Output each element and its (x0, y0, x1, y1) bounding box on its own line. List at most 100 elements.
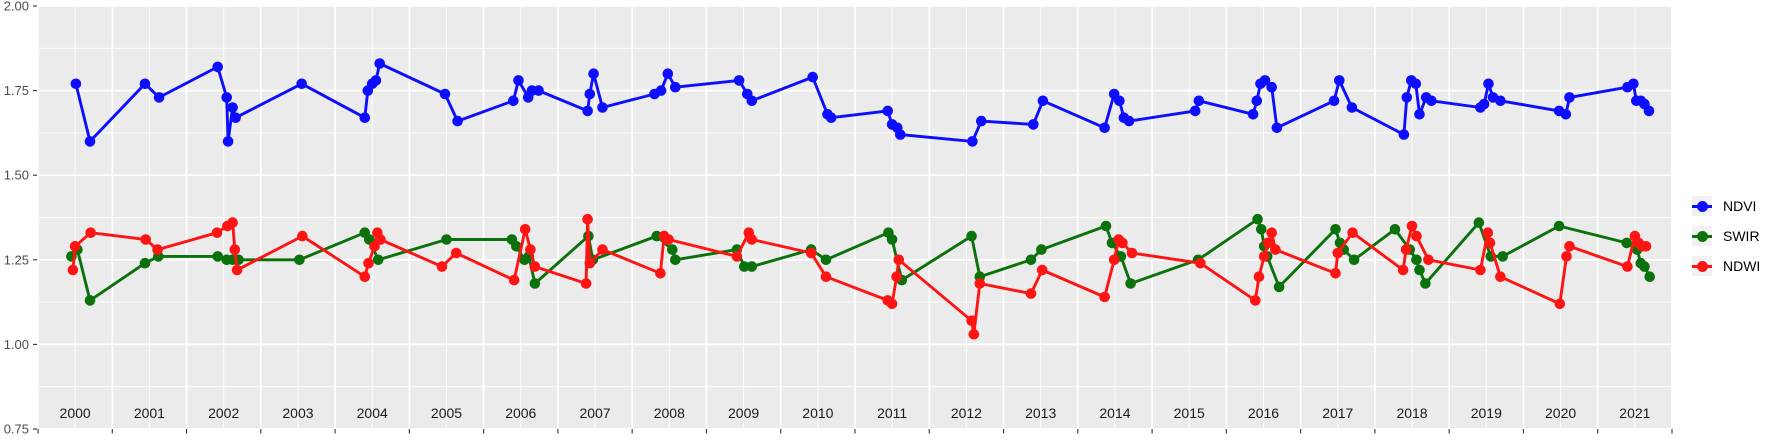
data-point (1271, 122, 1283, 134)
data-point (651, 230, 662, 242)
data-point (1258, 251, 1270, 262)
data-point (441, 234, 452, 245)
data-point (374, 58, 386, 69)
data-point (363, 257, 374, 269)
data-point (1346, 102, 1358, 113)
data-point (221, 92, 232, 103)
data-point (212, 251, 223, 262)
year-label: 2012 (951, 405, 982, 421)
data-point (655, 268, 666, 279)
data-point (739, 261, 750, 272)
year-label: 2016 (1248, 405, 1279, 421)
data-point (140, 234, 151, 245)
data-point (1475, 264, 1486, 276)
data-point (1411, 230, 1422, 242)
data-point (1025, 254, 1037, 266)
data-point (597, 244, 608, 255)
data-point (663, 234, 674, 245)
data-point (1247, 109, 1259, 120)
data-point (69, 241, 81, 252)
data-point (670, 81, 681, 93)
data-point (211, 227, 223, 238)
data-point (1250, 295, 1261, 306)
year-label: 2003 (282, 405, 313, 421)
data-point (582, 213, 593, 225)
data-point (1423, 254, 1434, 266)
y-tick-label: 2.00 (4, 0, 29, 14)
axis-ticks (33, 5, 1673, 434)
data-point (895, 129, 906, 140)
data-point (359, 112, 371, 123)
data-point (1560, 109, 1572, 120)
y-tick-label: 1.75 (4, 83, 29, 98)
year-label: 2007 (579, 405, 610, 421)
data-point (1554, 298, 1566, 310)
data-point (662, 68, 674, 79)
data-point (450, 247, 462, 259)
data-point (588, 68, 599, 79)
data-point (1564, 92, 1575, 103)
data-point (746, 261, 758, 272)
data-point (1193, 95, 1205, 107)
data-point (655, 85, 667, 96)
data-point (746, 95, 758, 107)
year-label: 2014 (1099, 405, 1130, 421)
data-point (1406, 220, 1418, 232)
data-point (1398, 129, 1410, 140)
year-label: 2021 (1619, 405, 1650, 421)
data-point (805, 247, 817, 259)
data-point (584, 257, 596, 269)
data-point (85, 227, 96, 238)
data-point (1266, 227, 1277, 238)
data-point (807, 71, 818, 83)
data-point (967, 136, 978, 147)
data-point (1484, 237, 1496, 249)
data-point (1126, 247, 1138, 259)
data-point (212, 61, 223, 73)
data-point (1189, 105, 1201, 117)
data-point (1328, 95, 1340, 107)
data-point (1028, 119, 1039, 130)
data-point (886, 234, 898, 245)
data-point (1426, 95, 1437, 107)
data-point (227, 102, 238, 113)
data-point (1347, 227, 1358, 238)
x-year-labels: 2000 2001 2002 2003 2004 2005 2006 2007 2008 2009… (60, 405, 1651, 421)
data-point (1628, 78, 1639, 90)
data-point (525, 244, 536, 255)
data-point (733, 75, 745, 86)
data-point (1622, 261, 1633, 272)
legend-key-ndwi (1692, 256, 1712, 276)
data-point (375, 234, 386, 245)
data-point (580, 278, 592, 289)
year-label: 2001 (134, 405, 165, 421)
data-point (1640, 241, 1652, 252)
data-point (974, 278, 986, 289)
data-point (731, 251, 743, 262)
data-point (67, 264, 79, 276)
data-point (1108, 254, 1120, 266)
data-point (84, 136, 96, 147)
series-ndwi (67, 213, 1652, 340)
data-point (370, 75, 382, 86)
data-point (1025, 288, 1037, 299)
data-point (529, 261, 541, 272)
year-label: 2020 (1545, 405, 1576, 421)
legend-key-ndvi (1692, 196, 1712, 216)
y-tick-label: 1.25 (4, 252, 29, 267)
data-point (825, 112, 837, 123)
data-point (227, 217, 238, 228)
data-point (1389, 224, 1401, 235)
legend-label-swir: SWIR (1723, 228, 1760, 244)
data-point (597, 102, 608, 113)
data-point (1482, 227, 1494, 238)
year-label: 2018 (1396, 405, 1427, 421)
data-point (1251, 95, 1263, 107)
data-point (891, 271, 902, 283)
data-point (1478, 98, 1490, 110)
data-point (508, 274, 520, 286)
data-point (1330, 268, 1341, 279)
data-point (1273, 281, 1285, 293)
legend: NDVI SWIR NDWI (1692, 196, 1760, 276)
